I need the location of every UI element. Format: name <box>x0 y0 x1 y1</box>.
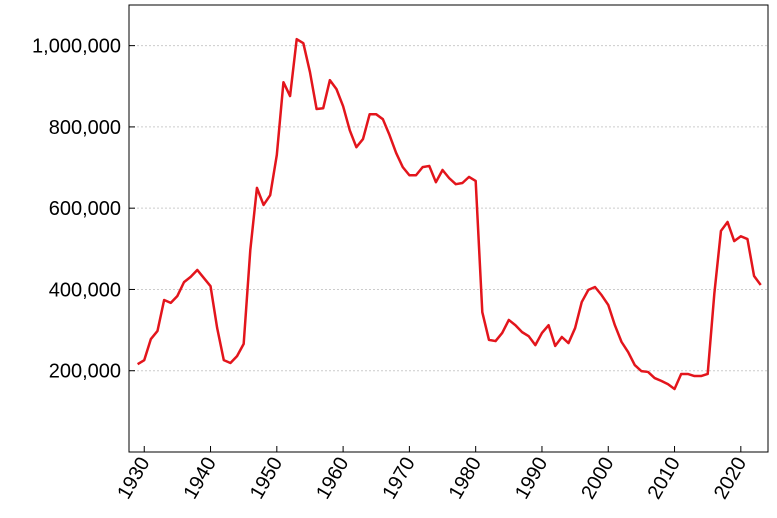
x-tick-label: 1970 <box>378 454 419 504</box>
plot-frame <box>128 4 769 453</box>
x-tick-label: 1960 <box>312 454 353 504</box>
x-tick-label: 1940 <box>180 454 221 504</box>
x-tick-label: 1950 <box>246 454 287 504</box>
x-tick-label: 2020 <box>710 454 751 504</box>
y-tick-label: 400,000 <box>49 279 121 301</box>
y-tick-label: 600,000 <box>49 198 121 220</box>
y-tick-label: 1,000,000 <box>32 36 121 58</box>
y-tick-label: 800,000 <box>49 117 121 139</box>
data-line <box>136 37 762 391</box>
x-tick-label: 1930 <box>113 454 154 504</box>
x-tick-label: 1990 <box>511 454 552 504</box>
x-tick-label: 2010 <box>644 454 685 504</box>
y-tick-label: 200,000 <box>49 361 121 383</box>
x-tick-label: 1980 <box>445 453 486 503</box>
x-tick-label: 2000 <box>577 454 618 504</box>
